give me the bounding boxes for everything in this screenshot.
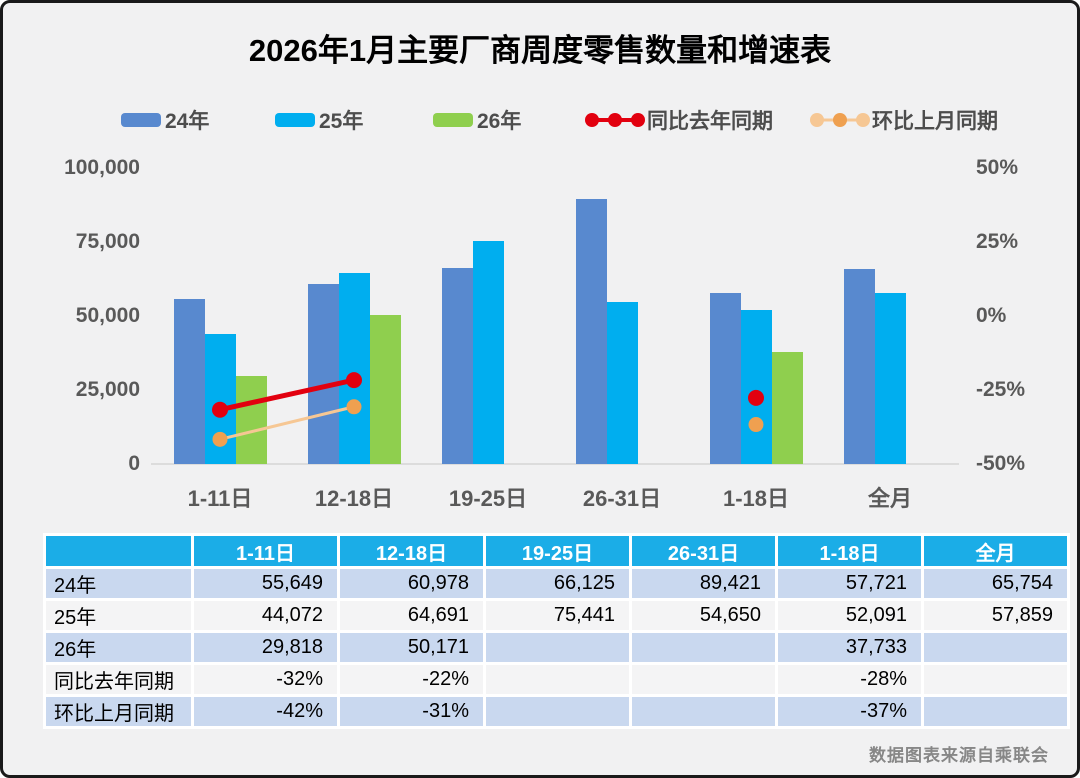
table-cell: 57,721	[778, 569, 921, 598]
table-row-24年: 24年 55,649 60,978 66,125 89,421 57,721 65,754	[46, 569, 1067, 598]
row-label: 26年	[46, 633, 191, 662]
bar-24年-12-18日	[308, 283, 339, 464]
table-cell	[632, 697, 775, 726]
table-cell: 65,754	[924, 569, 1067, 598]
left-axis-tick: 0	[128, 452, 140, 475]
row-label: 25年	[46, 601, 191, 630]
table-header-1-18日: 1-18日	[778, 536, 921, 566]
bar-25年-12-18日	[339, 272, 370, 464]
legend-item-1: 24年	[121, 107, 209, 133]
table-cell: -42%	[194, 697, 337, 726]
table-header-26-31日: 26-31日	[632, 536, 775, 566]
right-axis-tick: -50%	[976, 452, 1026, 475]
legend-bar-swatch-icon	[275, 113, 315, 127]
row-label: 同比去年同期	[46, 665, 191, 694]
table-cell	[632, 665, 775, 694]
table-cell: 60,978	[340, 569, 483, 598]
table-cell: -22%	[340, 665, 483, 694]
table-header-19-25日: 19-25日	[486, 536, 629, 566]
table-header-全月: 全月	[924, 536, 1067, 566]
table-cell: 57,859	[924, 601, 1067, 630]
table-cell: 66,125	[486, 569, 629, 598]
table-cell: 29,818	[194, 633, 337, 662]
legend-item-5: 环比上月同期	[808, 107, 998, 133]
table-header-1-11日: 1-11日	[194, 536, 337, 566]
table-cell	[924, 633, 1067, 662]
legend-item-3: 26年	[433, 107, 521, 133]
watermark-text: 数据图表来源自乘联会	[869, 746, 1049, 765]
table-cell: 50,171	[340, 633, 483, 662]
table-cell: 75,441	[486, 601, 629, 630]
bar-24年-19-25日	[442, 268, 473, 464]
left-axis-tick: 25,000	[75, 378, 140, 401]
legend-label: 26年	[477, 110, 522, 133]
data-table: 1-11日 12-18日 19-25日 26-31日 1-18日 全月 24年 55,649 6…	[43, 533, 1070, 729]
right-axis-tick: 50%	[976, 156, 1019, 179]
table-cell: -32%	[194, 665, 337, 694]
legend-label: 环比上月同期	[872, 110, 998, 133]
legend-label: 25年	[319, 110, 364, 133]
legend-label: 24年	[165, 110, 210, 133]
right-axis-tick: 25%	[976, 230, 1019, 253]
table-cell: -31%	[340, 697, 483, 726]
legend-line-swatch-icon	[810, 113, 870, 127]
table-cell	[486, 633, 629, 662]
legend-item-4: 同比去年同期	[583, 107, 773, 133]
table-header-row: 1-11日 12-18日 19-25日 26-31日 1-18日 全月	[46, 536, 1067, 566]
table-row-同比去年同期: 同比去年同期 -32% -22% -28%	[46, 665, 1067, 694]
bar-24年-全月	[844, 269, 875, 464]
table-cell: 64,691	[340, 601, 483, 630]
x-axis-label-26-31日: 26-31日	[582, 486, 662, 511]
table-cell: 54,650	[632, 601, 775, 630]
legend-line-swatch-icon	[585, 113, 645, 127]
table-cell: 52,091	[778, 601, 921, 630]
bar-24年-1-11日	[174, 299, 205, 464]
row-label: 24年	[46, 569, 191, 598]
bar-26年-12-18日	[370, 315, 401, 464]
bar-26年-1-18日	[772, 352, 803, 464]
right-axis-tick: -25%	[976, 378, 1026, 401]
table-cell	[486, 697, 629, 726]
table-cell: -37%	[778, 697, 921, 726]
x-axis-line	[151, 463, 959, 465]
x-axis-label-全月: 全月	[867, 486, 912, 511]
x-axis-label-1-18日: 1-18日	[722, 486, 790, 511]
table-header-12-18日: 12-18日	[340, 536, 483, 566]
bar-25年-26-31日	[607, 302, 638, 464]
x-axis-label-12-18日: 12-18日	[314, 486, 394, 511]
bar-24年-1-18日	[710, 293, 741, 464]
right-axis-tick: 0%	[976, 304, 1007, 327]
table-cell: 37,733	[778, 633, 921, 662]
x-axis-label-19-25日: 19-25日	[448, 486, 528, 511]
bar-25年-1-11日	[205, 333, 236, 464]
table-cell: 55,649	[194, 569, 337, 598]
x-axis-label-1-11日: 1-11日	[187, 486, 253, 511]
left-axis-tick: 75,000	[75, 230, 140, 253]
bar-25年-19-25日	[473, 240, 504, 464]
left-axis-tick: 100,000	[64, 156, 140, 179]
legend-bar-swatch-icon	[433, 113, 473, 127]
table-cell	[924, 697, 1067, 726]
bar-25年-全月	[875, 292, 906, 464]
table-cell	[486, 665, 629, 694]
chart-title: 2026年1月主要厂商周度零售数量和增速表	[248, 33, 832, 68]
table-cell	[632, 633, 775, 662]
table-row-26年: 26年 29,818 50,171 37,733	[46, 633, 1067, 662]
row-label: 环比上月同期	[46, 697, 191, 726]
table-header-empty	[46, 536, 191, 566]
bar-26年-1-11日	[236, 375, 267, 464]
left-axis-tick: 50,000	[75, 304, 140, 327]
legend-label: 同比去年同期	[647, 110, 773, 133]
legend-bar-swatch-icon	[121, 113, 161, 127]
bar-24年-26-31日	[576, 199, 607, 464]
table-cell: 89,421	[632, 569, 775, 598]
table-cell	[924, 665, 1067, 694]
legend-item-2: 25年	[275, 107, 363, 133]
table-cell: -28%	[778, 665, 921, 694]
table-cell: 44,072	[194, 601, 337, 630]
table-row-25年: 25年 44,072 64,691 75,441 54,650 52,091 57,859	[46, 601, 1067, 630]
table-row-环比上月同期: 环比上月同期 -42% -31% -37%	[46, 697, 1067, 726]
bar-25年-1-18日	[741, 309, 772, 464]
